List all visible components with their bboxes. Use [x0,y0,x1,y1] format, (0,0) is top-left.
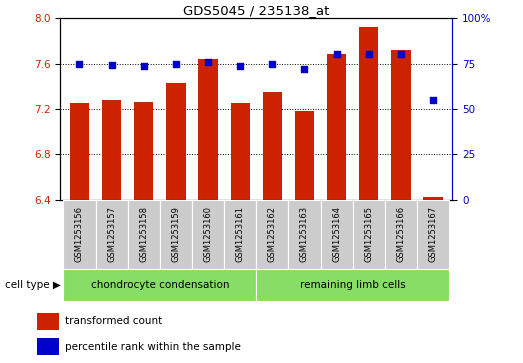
Bar [70,103,89,200]
Bar [424,197,443,200]
Point [75,61,84,66]
Text: GSM1253165: GSM1253165 [365,206,373,262]
Point [429,97,437,103]
Bar [256,269,449,301]
Text: chondrocyte condensation: chondrocyte condensation [90,280,229,290]
Bar [198,59,218,200]
Bar [37,338,59,355]
Text: GSM1253159: GSM1253159 [172,206,180,262]
Bar [63,269,256,301]
Point [397,52,405,57]
Bar [192,200,224,269]
Bar [63,200,96,269]
Title: GDS5045 / 235138_at: GDS5045 / 235138_at [183,4,329,17]
Bar [353,200,385,269]
Bar [417,200,449,269]
Bar [134,102,153,200]
Point [204,59,212,65]
Text: remaining limb cells: remaining limb cells [300,280,406,290]
Bar [37,313,59,330]
Bar [256,200,288,269]
Text: transformed count: transformed count [65,316,163,326]
Text: GSM1253161: GSM1253161 [236,206,245,262]
Text: GSM1253166: GSM1253166 [396,206,405,262]
Point [268,61,277,66]
Text: GSM1253160: GSM1253160 [203,206,212,262]
Point [172,61,180,66]
Point [236,63,244,69]
Point [140,63,148,69]
Point [365,52,373,57]
Point [300,66,309,72]
Bar [327,54,346,200]
Bar [263,92,282,200]
Bar [385,200,417,269]
Text: percentile rank within the sample: percentile rank within the sample [65,342,241,352]
Bar [160,200,192,269]
Bar [166,83,186,200]
Point [107,62,116,68]
Bar [224,200,256,269]
Bar [231,103,250,200]
Text: cell type ▶: cell type ▶ [5,280,61,290]
Text: GSM1253157: GSM1253157 [107,206,116,262]
Bar [102,100,121,200]
Text: GSM1253164: GSM1253164 [332,206,341,262]
Bar [288,200,321,269]
Bar [359,27,379,200]
Text: GSM1253162: GSM1253162 [268,206,277,262]
Bar [96,200,128,269]
Text: GSM1253167: GSM1253167 [429,206,438,262]
Text: GSM1253158: GSM1253158 [139,206,148,262]
Bar [128,200,160,269]
Text: GSM1253156: GSM1253156 [75,206,84,262]
Bar [295,111,314,200]
Text: GSM1253163: GSM1253163 [300,206,309,262]
Bar [321,200,353,269]
Point [333,52,341,57]
Bar [391,50,411,200]
